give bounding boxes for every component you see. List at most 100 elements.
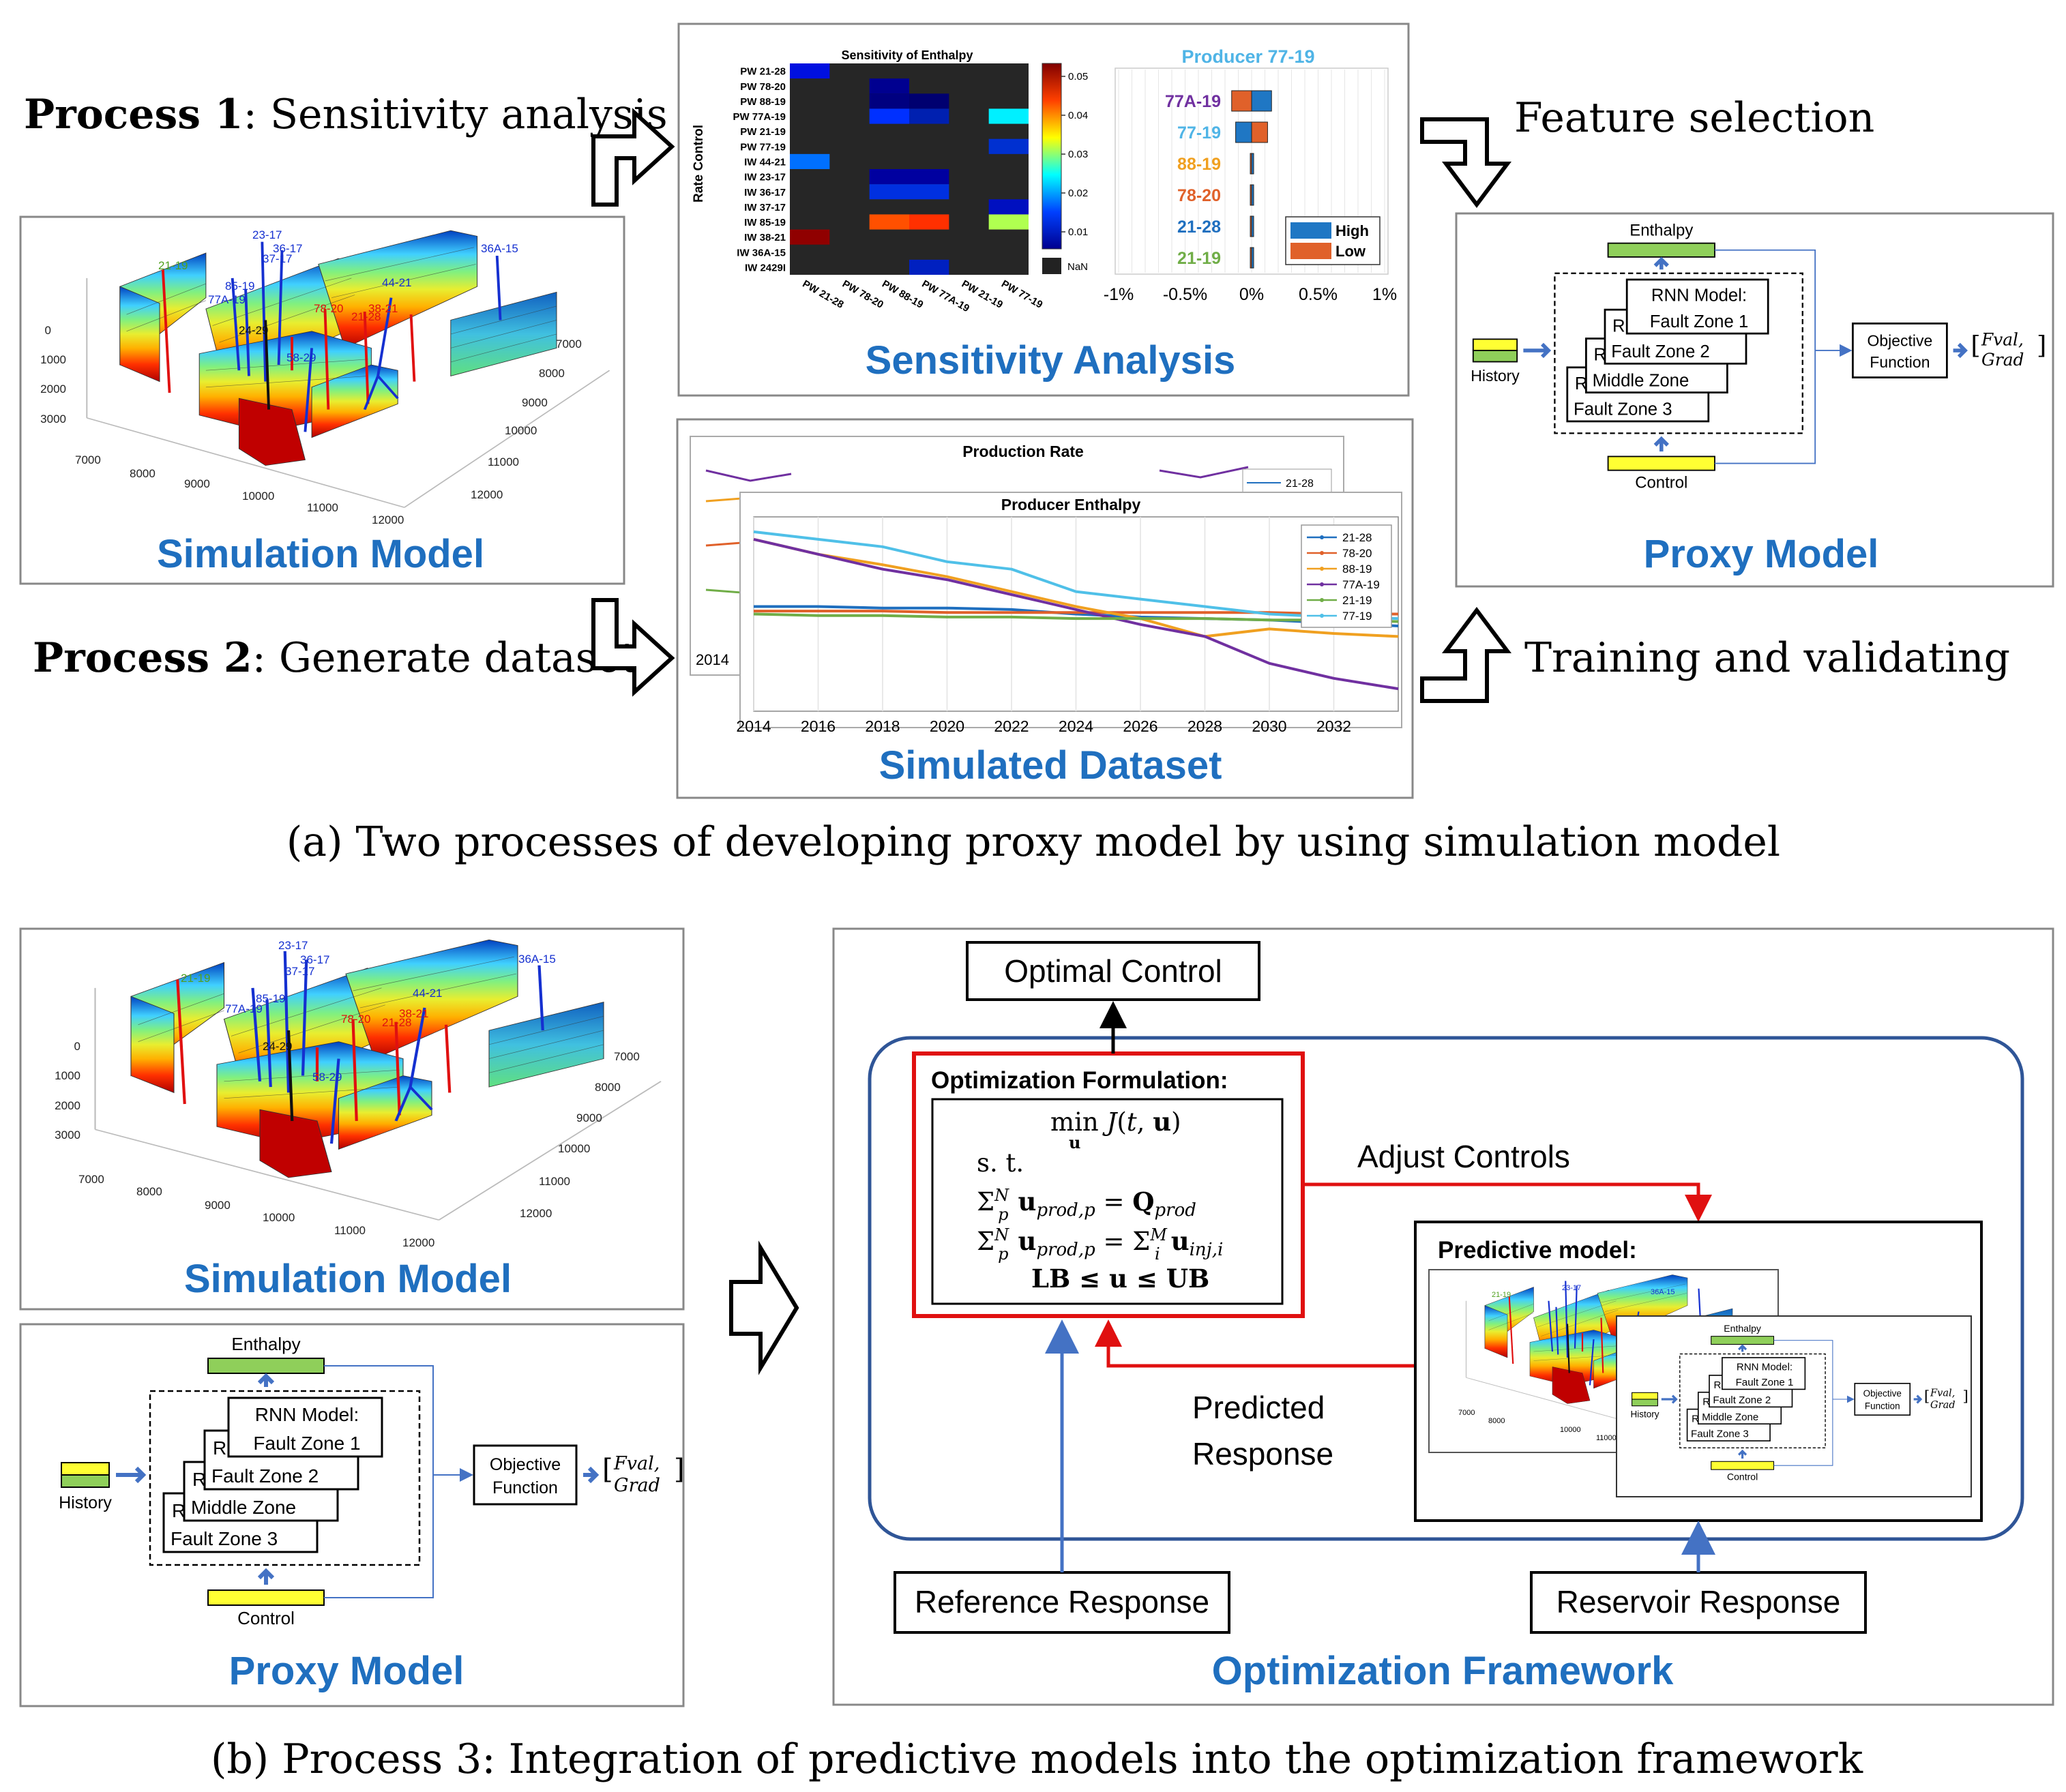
- nan-swatch: [1042, 258, 1061, 274]
- well-label: 37-17: [263, 252, 292, 265]
- tornado-bar-high: [1251, 215, 1254, 237]
- heatmap-cell: [988, 199, 1029, 215]
- well-label: 77A-19: [225, 1002, 263, 1015]
- grad-label: Grad: [1981, 350, 2024, 370]
- x-tick: 10000: [242, 490, 274, 503]
- arrow-feature-icon: [1420, 117, 1511, 208]
- grad-label: Grad: [1930, 1399, 1956, 1411]
- back-chart-title: Production Rate: [962, 443, 1084, 460]
- x-tick: 8000: [1488, 1417, 1505, 1425]
- predicted-line1: Predicted: [1192, 1390, 1325, 1425]
- simulated-dataset-title: Simulated Dataset: [879, 743, 1222, 788]
- y-tick: 8000: [539, 367, 565, 380]
- heatmap-row-label: PW 78-20: [740, 81, 786, 93]
- proxy-control-label: Control: [1635, 473, 1687, 492]
- tornado-bar-high: [1251, 153, 1254, 175]
- back-chart-first-tick: 2014: [696, 651, 729, 668]
- heatmap-row-label: PW 77A-19: [733, 111, 786, 123]
- chart-legend: 21-28 78-20 88-19 77A-19 21-19 77-19: [1301, 524, 1392, 628]
- formulation-title: Optimization Formulation:: [931, 1067, 1228, 1094]
- y-tick: 11000: [539, 1175, 570, 1188]
- zone-label: Fault Zone 2: [211, 1465, 319, 1487]
- tornado-category-label: 77A-19: [1165, 92, 1221, 111]
- nan-label: NaN: [1067, 261, 1088, 273]
- chart-series-line: [753, 537, 1399, 638]
- heatmap-row-label: IW 23-17: [744, 172, 786, 183]
- predictive-model-label: Predictive model:: [1438, 1237, 1637, 1264]
- well-label: 23-17: [278, 939, 308, 952]
- colorbar-ticks: 0.05 0.04 0.03 0.02 0.01: [1061, 71, 1088, 238]
- arrow-right-icon: [583, 1466, 600, 1484]
- zone-label: Fault Zone 1: [1736, 1377, 1794, 1388]
- heatmap-row-labels: PW 21-28 PW 78-20 PW 88-19 PW 77A-19 PW 21-1…: [733, 66, 786, 274]
- optimization-framework-title: Optimization Framework: [1212, 1649, 1674, 1693]
- well-label: 21-19: [1492, 1291, 1511, 1299]
- heatmap-row-label: PW 21-19: [740, 126, 786, 138]
- heatmap-cell: [988, 138, 1029, 154]
- tornado-bar-low: [1231, 90, 1252, 112]
- chart-x-tick: 2024: [1059, 717, 1093, 735]
- y-tick: 8000: [595, 1081, 621, 1094]
- history-label: History: [1471, 367, 1520, 385]
- z-tick: 1000: [40, 353, 66, 366]
- x-tick: 11000: [334, 1224, 366, 1237]
- colorbar-tick-label: 0.05: [1068, 71, 1088, 83]
- z-tick: 2000: [55, 1099, 80, 1112]
- rnn-head-label: RNN Model:: [1737, 1361, 1792, 1373]
- objective-line1: Objective: [1863, 1388, 1902, 1399]
- chart-legend-marker: [1320, 582, 1324, 586]
- proxy-control-label: Control: [1727, 1471, 1758, 1482]
- zone-label: Fault Zone 3: [171, 1528, 278, 1549]
- heatmap-cell: [869, 184, 909, 200]
- tornado-legend: High Low: [1285, 216, 1381, 265]
- well-label: 36A-15: [518, 953, 556, 966]
- well-label: 24-29: [239, 324, 268, 337]
- objective-line1: Objective: [1867, 332, 1932, 350]
- y-tick: 12000: [471, 488, 503, 501]
- formula-objective: min J(t, u): [1050, 1107, 1181, 1137]
- reference-response-label: Reference Response: [915, 1584, 1209, 1619]
- heatmap-grid: [790, 63, 1029, 275]
- process2-label: Process 2: Generate dataset: [33, 634, 637, 682]
- heatmap-row-label: IW 37-17: [744, 202, 786, 213]
- zone-label: Middle Zone: [1593, 371, 1689, 390]
- proxy-enthalpy-label: Enthalpy: [231, 1334, 300, 1354]
- framework-loop-frame: [868, 1036, 2024, 1541]
- well-label: 58-29: [286, 351, 316, 364]
- tornado-category-label: 88-19: [1177, 155, 1221, 174]
- chart-legend-marker: [1320, 567, 1324, 571]
- y-tick: 12000: [520, 1207, 552, 1220]
- x-tick: 7000: [1458, 1409, 1475, 1417]
- tornado-category-label: 21-19: [1177, 249, 1221, 268]
- heatmap-row-label: IW 85-19: [744, 217, 786, 228]
- objective-function-box: [473, 1444, 578, 1506]
- history-bar-top: [1632, 1392, 1658, 1400]
- objective-line2: Function: [492, 1478, 558, 1497]
- y-tick: 7000: [556, 338, 582, 350]
- arrow-right-icon: [1913, 1394, 1923, 1404]
- caption-b: (b) Process 3: Integration of predictive…: [211, 1735, 1863, 1783]
- z-tick: 0: [45, 324, 51, 337]
- y-axis-ticks-a: 7000 8000 9000 10000 11000 12000: [471, 338, 582, 501]
- well-label: 23-17: [252, 228, 282, 241]
- zone-label: Fault Zone 2: [1611, 342, 1710, 361]
- arrow-right-icon: [1661, 1394, 1678, 1404]
- feedback-line: [1773, 1340, 1833, 1466]
- x-axis-ticks-a: 7000 8000 9000 10000 11000 12000: [75, 453, 404, 526]
- objective-line2: Function: [1865, 1401, 1900, 1412]
- chart-series-line: [753, 537, 1399, 691]
- rnn-box: [227, 1397, 383, 1458]
- proxy-model-title-b: Proxy Model: [229, 1649, 464, 1693]
- sensitivity-panel: Sensitivity of Enthalpy Rate Control PW …: [677, 23, 1410, 397]
- feature-selection-label: Feature selection: [1514, 94, 1874, 142]
- optimization-framework-panel: Optimal Control Optimization Formulation…: [832, 927, 2054, 1706]
- mini-proxy-frame: [1616, 1315, 1972, 1497]
- well-label: 44-21: [382, 276, 411, 289]
- arrow-up-icon: [257, 1373, 275, 1387]
- chart-x-tick: 2016: [801, 717, 836, 735]
- well-label: 21-19: [158, 259, 188, 272]
- y-tick: 10000: [558, 1142, 590, 1155]
